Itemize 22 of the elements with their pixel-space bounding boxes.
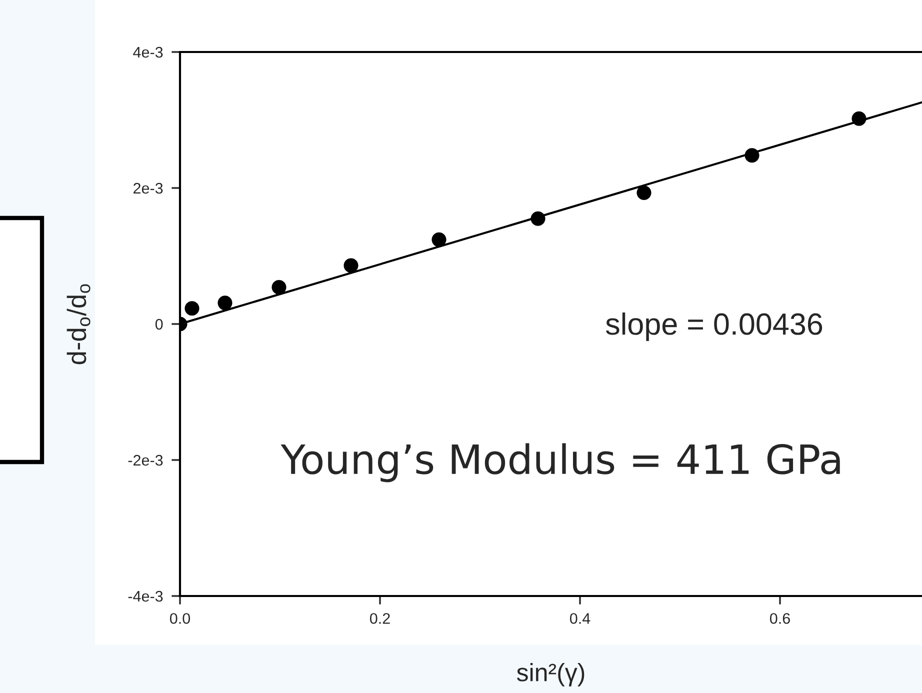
x-tick-label: 0.6: [770, 613, 790, 624]
y-tick-label: 4e-3: [133, 46, 163, 58]
y-tick-label: -2e-3: [128, 454, 163, 466]
point: [218, 296, 232, 310]
x-tick-label: 0.0: [170, 613, 190, 624]
y-tick-label: 2e-3: [134, 182, 163, 194]
x-tick-label: 0.4: [570, 613, 590, 624]
point: [530, 211, 546, 226]
point: [272, 280, 286, 295]
annotation: Young’s Modulus = 411 GPa: [280, 443, 840, 482]
annotation: slope = 0.00436: [606, 312, 822, 341]
point: [744, 148, 760, 163]
x-tick-label: 0.2: [370, 613, 390, 624]
point: [852, 111, 866, 126]
point: [344, 258, 358, 273]
point: [636, 185, 652, 200]
y-tick-label: -4e-3: [128, 590, 163, 602]
y-tick-label: 0: [155, 318, 163, 330]
y-axis-title: d-d$_{o}$/d$_{o}$: [66, 284, 90, 364]
x-axis-title: sin²(γ): [516, 663, 584, 686]
point: [432, 232, 446, 247]
point: [184, 301, 200, 316]
